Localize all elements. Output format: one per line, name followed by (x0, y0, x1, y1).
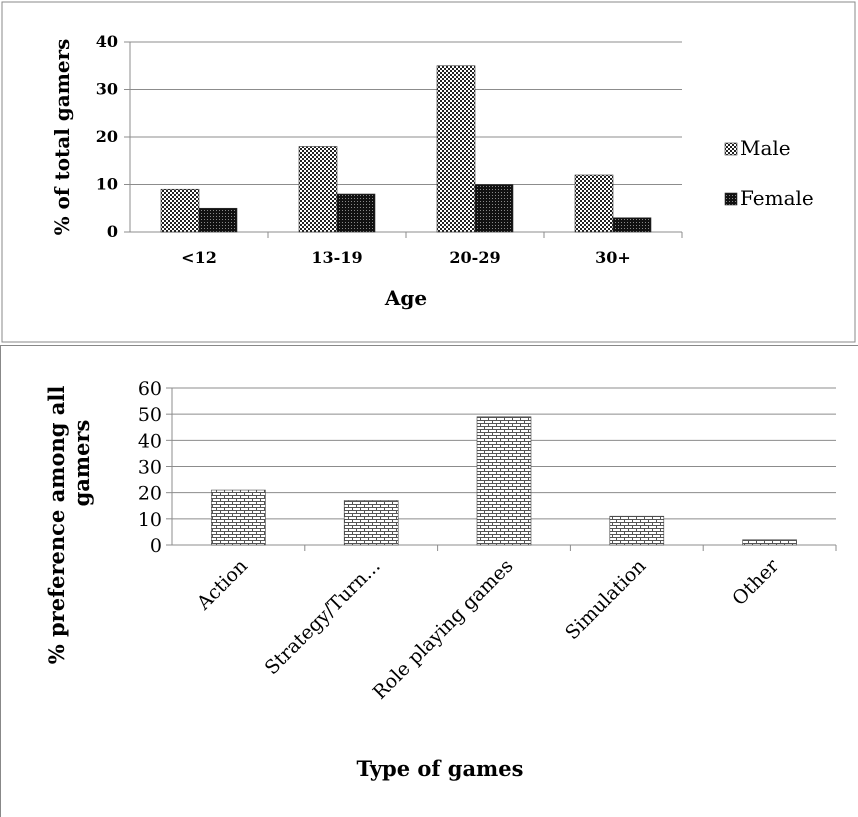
bar-female (336, 193, 376, 233)
bar-preference (742, 539, 797, 546)
y-axis-title: % preference among allgamers (44, 386, 94, 665)
y-tick-label: 40 (96, 32, 118, 51)
chart-panel-age: 0 10 20 30 40 <12 13-19 20-29 30+ Age % of total g… (0, 0, 858, 345)
y-tick-label: 0 (150, 535, 162, 557)
x-tick-label: 20-29 (449, 248, 500, 267)
y-tick-label: 60 (138, 378, 162, 400)
y-tick-label: 10 (138, 509, 162, 531)
y-tick-label: 30 (138, 457, 162, 479)
bar-preference (476, 416, 532, 546)
chart-border (1, 1, 856, 343)
bar-preference (609, 515, 665, 546)
x-tick-label: 30+ (595, 248, 631, 267)
y-tick-label: 30 (96, 80, 118, 99)
legend-label-male: Male (740, 136, 791, 160)
x-tick-label: Simulation (561, 555, 650, 644)
x-axis-title: Age (384, 286, 427, 310)
legend-swatch-male (724, 142, 738, 156)
bar-female (474, 184, 514, 233)
bar-female (612, 217, 652, 233)
bar-preference (343, 500, 399, 546)
bar-male (574, 174, 614, 233)
legend-swatch-female (724, 192, 738, 206)
game-type-bar-chart: 0 10 20 30 40 50 60 Action Strategy/Turn...Role … (0, 345, 858, 817)
x-tick-label: <12 (181, 248, 217, 267)
x-axis-title: Type of games (357, 756, 524, 781)
y-tick-label: 40 (138, 430, 162, 452)
x-tick-label: 13-19 (311, 248, 362, 267)
bar-male (436, 65, 476, 233)
bar-male (160, 188, 200, 233)
x-tick-label: Role playing games (369, 555, 518, 704)
y-tick-label: 20 (96, 127, 118, 146)
chart-panel-game-types: 0 10 20 30 40 50 60 Action Strategy/Turn... Role … (0, 345, 858, 817)
x-tick-label: Strategy/Turn... (261, 555, 385, 679)
bar-male (298, 146, 338, 233)
legend-label-female: Female (740, 186, 814, 210)
bar-female (198, 207, 238, 233)
y-tick-label: 0 (107, 222, 118, 241)
age-gender-bar-chart: 0 10 20 30 40 <12 13-19 20-29 30+ Age % of total g… (1, 1, 856, 343)
y-axis-title: % of total gamers (50, 39, 74, 236)
x-tick-label: Other (728, 554, 784, 610)
y-tick-label: 20 (138, 483, 162, 505)
y-tick-label: 50 (138, 404, 162, 426)
bar-preference (211, 489, 266, 546)
y-tick-label: 10 (96, 175, 118, 194)
x-tick-label: Action (192, 555, 252, 615)
